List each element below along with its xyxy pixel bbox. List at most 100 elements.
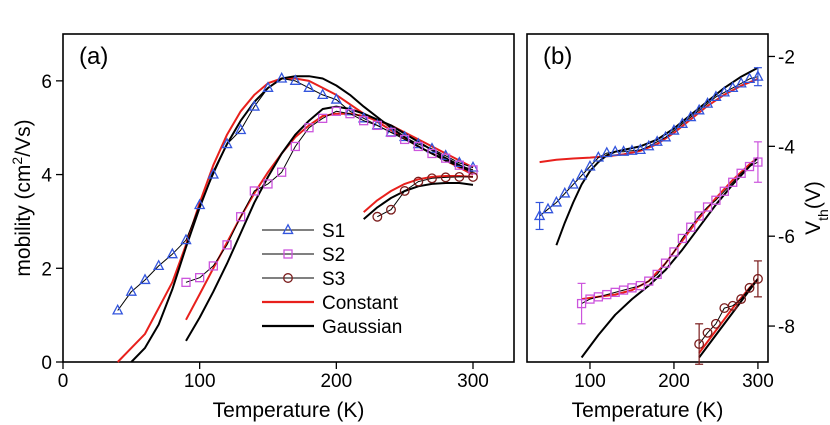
data-point-s1 <box>111 303 124 315</box>
legend-label: Gaussian <box>322 317 402 338</box>
data-point-s1 <box>575 168 588 180</box>
data-point-s2 <box>386 127 396 138</box>
y-tick-label: -6 <box>778 227 795 248</box>
legend-marker-s3 <box>283 273 293 283</box>
data-point-s1 <box>559 186 571 198</box>
data-point-s3 <box>427 173 437 184</box>
data-point-s1 <box>398 130 411 142</box>
series-line-s1 <box>117 78 474 311</box>
legend-label: S3 <box>322 269 345 290</box>
data-point-s1 <box>567 177 579 189</box>
data-point-s1 <box>693 103 705 115</box>
data-point-s2 <box>711 195 721 205</box>
data-point-s2 <box>702 202 713 212</box>
data-point-s1 <box>330 93 343 104</box>
data-point-s2 <box>236 212 246 222</box>
legend-marker-s1 <box>282 223 294 235</box>
data-point-s3 <box>736 294 747 305</box>
data-point-s1 <box>234 123 247 135</box>
data-point-s1 <box>592 150 605 162</box>
y-tick-label: 4 <box>41 166 52 187</box>
data-point-s2 <box>454 160 464 170</box>
data-point-s3 <box>399 186 410 196</box>
series-line-s2-gaussian <box>580 156 759 359</box>
data-point-s2 <box>427 148 437 159</box>
data-point-s2 <box>413 141 423 152</box>
legend-marker-s2 <box>283 249 293 259</box>
data-point-s1 <box>542 202 554 214</box>
data-point-s2 <box>304 123 314 133</box>
data-point-s2 <box>249 186 259 196</box>
legend-label: Constant <box>322 293 399 314</box>
data-point-s1 <box>727 81 739 93</box>
data-point-s1 <box>262 81 274 92</box>
data-point-s1 <box>617 145 630 156</box>
data-point-s2 <box>728 177 738 187</box>
series-line-s1-constant <box>539 77 759 164</box>
data-point-s1 <box>668 124 680 135</box>
data-point-s3 <box>386 204 396 215</box>
data-point-s3 <box>710 318 721 329</box>
data-point-s1 <box>735 76 747 88</box>
series-line-s2 <box>185 110 474 283</box>
data-point-s1 <box>221 137 233 149</box>
panel-label: (b) <box>543 43 572 70</box>
data-point-s1 <box>643 139 655 151</box>
data-point-s2 <box>318 113 328 123</box>
data-point-s1 <box>752 70 764 81</box>
y-axis-title: Vth(V) <box>802 181 830 235</box>
data-point-s2 <box>652 269 662 280</box>
panel-a: 0 100 200 300 0 2 4 6 Temperature (K) mobility (c… <box>9 33 515 422</box>
x-axis-title: Temperature (K) <box>213 399 365 422</box>
data-point-s1 <box>550 195 563 207</box>
y-axis-title-main: V <box>802 221 825 235</box>
data-point-s1 <box>344 104 356 116</box>
legend-label: S1 <box>322 221 345 242</box>
data-point-s2 <box>694 211 704 221</box>
y-tick-label: -2 <box>778 47 795 68</box>
series-line-s3 <box>698 278 759 345</box>
x-axis-title: Temperature (K) <box>572 399 724 422</box>
panel-b: 100 200 300 -8 -6 -4 -2 Temperature (K) Vth(V) (b… <box>526 33 830 422</box>
y-tick-label: -8 <box>778 317 795 338</box>
data-point-s1 <box>701 97 714 108</box>
data-point-s1 <box>439 149 452 160</box>
x-tick-label: 100 <box>574 371 606 392</box>
data-point-s1 <box>659 130 672 142</box>
data-point-s3 <box>744 282 755 293</box>
data-point-s1 <box>303 81 315 92</box>
data-point-s1 <box>248 100 261 111</box>
data-point-s2 <box>753 157 763 167</box>
data-point-s2 <box>359 116 369 126</box>
x-tick-label: 0 <box>58 371 69 392</box>
y-axis-title: mobility (cm2/Vs) <box>9 119 35 276</box>
data-point-s1 <box>166 247 179 259</box>
x-tick-label: 200 <box>320 371 352 392</box>
data-point-s1 <box>467 160 479 172</box>
data-point-s2 <box>669 247 679 257</box>
data-point-s1 <box>634 143 647 155</box>
data-point-s1 <box>152 259 165 271</box>
data-point-s1 <box>275 71 288 83</box>
data-point-s1 <box>316 88 329 100</box>
y-axis-title-sup: 2 <box>9 157 25 165</box>
data-point-s1 <box>193 198 206 210</box>
x-tick-label: 200 <box>658 371 690 392</box>
data-point-s3 <box>694 339 705 349</box>
series-line-s2 <box>581 161 759 305</box>
panel-label: (a) <box>79 43 108 70</box>
data-point-s2 <box>263 179 273 189</box>
data-point-s3 <box>413 176 424 187</box>
data-point-s2 <box>719 186 729 196</box>
series-line-s1-gaussian <box>130 75 474 363</box>
data-point-s1 <box>533 209 546 221</box>
data-point-s2 <box>222 240 232 250</box>
data-point-s2 <box>208 261 218 271</box>
x-tick-label: 300 <box>742 371 774 392</box>
y-axis-title-main: mobility (cm <box>12 165 35 277</box>
y-axis-title-tail: /Vs) <box>12 119 35 156</box>
data-point-s1 <box>584 159 596 171</box>
data-point-s2 <box>181 277 191 287</box>
data-point-s2 <box>686 222 696 232</box>
